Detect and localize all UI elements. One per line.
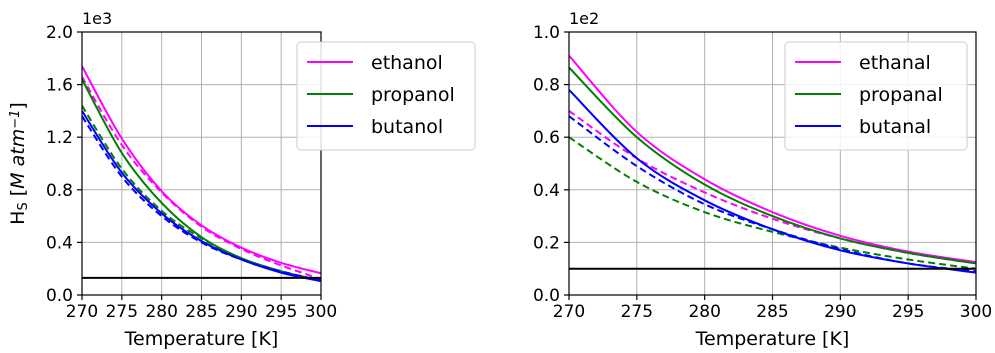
- axis-multiplier: 1e3: [82, 9, 112, 28]
- legend-label-propanol: propanol: [371, 84, 455, 106]
- y-tick-label: 0.4: [46, 233, 73, 253]
- x-tick-label: 275: [106, 302, 138, 322]
- x-tick-label: 270: [66, 302, 98, 322]
- series-lines: [569, 55, 976, 274]
- x-tick-label: 285: [185, 302, 217, 322]
- x-tick-label: 290: [225, 302, 257, 322]
- x-tick-label: 275: [621, 302, 653, 322]
- legend-box: [784, 41, 968, 151]
- x-tick-label: 290: [824, 302, 856, 322]
- x-tick-label: 270: [553, 302, 585, 322]
- series-lines: [82, 65, 321, 283]
- legend-label-propanal: propanal: [859, 84, 943, 106]
- legend: ethanal propanal butanal: [784, 41, 968, 151]
- y-tick-label: 0.8: [46, 181, 73, 201]
- x-tick-label: 300: [305, 302, 337, 322]
- y-tick-label: 1.6: [46, 76, 73, 96]
- series-line-ethanol: [82, 65, 321, 275]
- legend-label-ethanal: ethanal: [859, 52, 931, 74]
- series-line-dashed-3: [82, 105, 321, 282]
- legend-label-butanal: butanal: [859, 116, 931, 138]
- x-axis-label: Temperature [K]: [695, 328, 850, 350]
- series-line-dashed-1: [82, 76, 321, 281]
- series-line-dashed-5: [569, 115, 976, 273]
- x-tick-label: 295: [892, 302, 924, 322]
- y-tick-label: 1.2: [46, 128, 73, 148]
- series-line-propanal: [569, 66, 976, 265]
- chart-panel-1: 270 275 280 285 290 295 300 0.0 0.4 0.8 1.2 1.6 2.0 1…: [7, 9, 476, 350]
- x-tick-label: 300: [960, 302, 992, 322]
- y-tick-label: 0.8: [533, 76, 560, 96]
- series-line-dashed-3: [569, 136, 976, 270]
- y-tick-label: 0.4: [533, 181, 560, 201]
- y-tick-label: 0.2: [533, 233, 560, 253]
- series-line-dashed-5: [82, 115, 321, 282]
- x-tick-label: 285: [756, 302, 788, 322]
- x-tick-label: 280: [145, 302, 177, 322]
- legend-label-butanol: butanol: [371, 116, 443, 138]
- legend-box: [296, 41, 476, 151]
- series-line-butanol: [82, 110, 321, 283]
- y-axis-label: HS [M atm−1]: [7, 102, 31, 225]
- x-tick-label: 280: [688, 302, 720, 322]
- x-tick-label: 295: [265, 302, 297, 322]
- y-tick-label: 0.6: [533, 128, 560, 148]
- x-axis-label: Temperature [K]: [124, 328, 279, 350]
- y-tick-label: 2.0: [46, 23, 73, 43]
- legend: ethanol propanol butanol: [296, 41, 476, 151]
- y-tick-label: 0.0: [46, 286, 73, 306]
- axis-multiplier: 1e2: [569, 9, 599, 28]
- series-line-ethanal: [569, 55, 976, 264]
- chart-panel-2: 270 275 280 285 290 295 300 0.0 0.2 0.4 0.6 0.8 1.0 1…: [533, 9, 992, 350]
- y-tick-label: 0.0: [533, 286, 560, 306]
- y-tick-label: 1.0: [533, 23, 560, 43]
- legend-label-ethanol: ethanol: [371, 52, 443, 74]
